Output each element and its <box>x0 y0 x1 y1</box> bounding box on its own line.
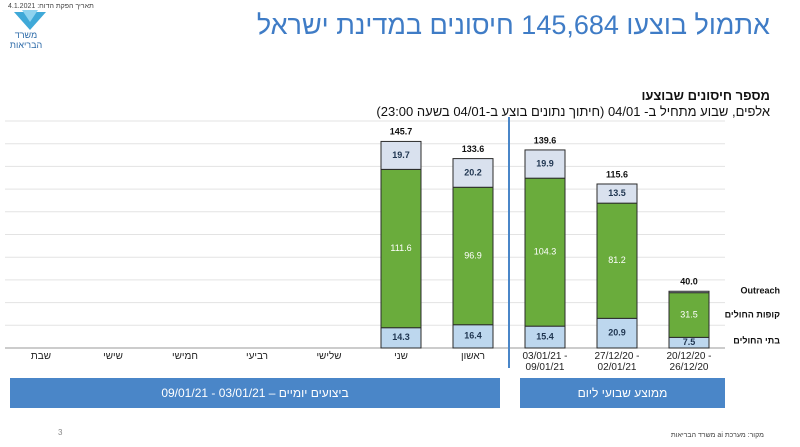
bar-segment <box>524 149 566 179</box>
x-tick-label: שני <box>394 351 408 362</box>
data-label: 31.5 <box>680 309 698 319</box>
logo: משרד הבריאות <box>9 30 43 50</box>
bar-segment <box>380 168 422 329</box>
data-label: 20.2 <box>464 167 482 177</box>
bar-segment <box>452 186 494 326</box>
bar-segment <box>596 202 638 319</box>
total-label: 145.7 <box>390 127 413 137</box>
chart-title: מספר חיסונים שבוצעו <box>641 88 770 103</box>
x-tick-label: חמישי <box>172 351 198 362</box>
bar-segment <box>668 292 710 338</box>
data-label: 104.3 <box>534 247 557 257</box>
group-label: ממוצע שבועי ליום <box>520 378 725 408</box>
total-label: 139.6 <box>534 135 557 145</box>
x-tick-label: ראשון <box>461 351 485 362</box>
slide-title: אתמול בוצעו 145,684 חיסונים במדינת ישראל <box>256 10 770 40</box>
data-label: 81.2 <box>608 255 626 265</box>
bar-segment <box>596 317 638 349</box>
bar-segment <box>668 290 710 294</box>
x-tick-label: שלישי <box>316 351 342 362</box>
bar-segment <box>452 158 494 188</box>
x-tick-label: 03/01/21 - 09/01/21 <box>522 351 568 373</box>
legend-label: Outreach <box>740 285 780 295</box>
bar-segment <box>596 183 638 204</box>
data-label: 19.7 <box>392 150 410 160</box>
date-note: תאריך הפקת הדוח: 4.1.2021 <box>8 3 94 10</box>
source: מקור: מערכת ai משרד הבריאות <box>670 432 764 439</box>
page-number: 3 <box>58 428 63 437</box>
x-tick-label: שישי <box>103 351 123 362</box>
data-label: 14.3 <box>392 332 410 342</box>
data-label: 16.4 <box>464 331 482 341</box>
x-tick-label: 27/12/20 - 02/01/21 <box>594 351 640 373</box>
data-label: 111.6 <box>390 243 411 253</box>
total-label: 133.6 <box>462 144 485 154</box>
legend-label: בתי החולים <box>733 335 780 345</box>
data-label: 15.4 <box>536 331 554 341</box>
x-tick-label: שבת <box>30 351 52 362</box>
bar-segment <box>380 140 422 170</box>
legend-label: קופות החולים <box>725 309 781 319</box>
total-label: 115.6 <box>606 169 628 179</box>
total-label: 40.0 <box>680 277 698 287</box>
group-label: ביצועים יומיים – 03/01/21 - 09/01/21 <box>10 378 500 408</box>
logo-icon <box>14 10 46 30</box>
data-label: 7.5 <box>683 337 696 347</box>
data-label: 20.9 <box>608 328 626 338</box>
bar-segment <box>524 177 566 327</box>
chart-subtitle: אלפים, שבוע מתחיל ב- 04/01 (חיתוך נתונים… <box>376 104 770 119</box>
data-label: 19.9 <box>536 158 554 168</box>
data-label: 13.5 <box>608 188 626 198</box>
x-tick-label: 20/12/20 - 26/12/20 <box>666 351 712 373</box>
x-tick-label: רביעי <box>245 351 269 362</box>
data-label: 96.9 <box>464 250 482 260</box>
